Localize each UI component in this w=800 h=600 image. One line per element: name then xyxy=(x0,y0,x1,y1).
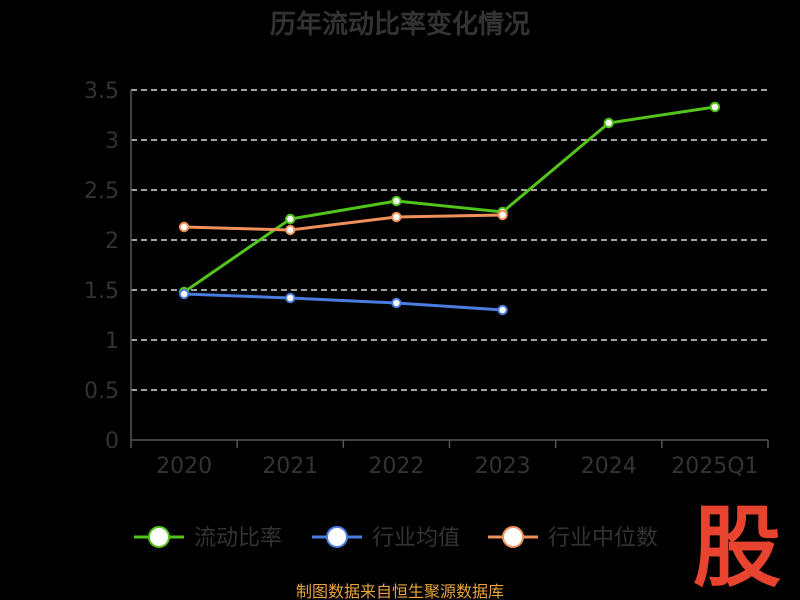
data-point[interactable] xyxy=(178,221,190,233)
x-tick-label: 2022 xyxy=(368,454,424,479)
data-point[interactable] xyxy=(391,195,402,207)
x-axis: 2020 2021 2022 2023 2024 2025Q1 xyxy=(130,90,769,479)
series-0 xyxy=(178,101,721,298)
legend-item[interactable]: 流动比率 xyxy=(134,526,282,551)
y-tick-label: 2 xyxy=(105,229,119,254)
data-point[interactable] xyxy=(391,297,402,309)
data-point[interactable] xyxy=(603,117,614,129)
source-note: 制图数据来自恒生聚源数据库 xyxy=(296,582,504,600)
y-tick-label: 0 xyxy=(105,429,119,454)
y-axis-ticks: 0 0.5 1 1.5 2 2.5 3 3.5 xyxy=(84,79,119,454)
series-layer xyxy=(178,101,721,316)
series-1 xyxy=(178,288,508,316)
series-2 xyxy=(178,209,508,236)
x-tick-label: 2023 xyxy=(475,454,531,479)
logo-watermark: 股 xyxy=(693,496,781,599)
y-tick-label: 3 xyxy=(105,129,119,154)
data-point[interactable] xyxy=(285,292,296,304)
y-tick-label: 3.5 xyxy=(84,79,119,104)
x-tick-label: 2024 xyxy=(581,454,637,479)
series-line xyxy=(184,292,503,312)
legend-marker xyxy=(502,526,524,548)
legend-label: 流动比率 xyxy=(194,526,282,551)
data-point[interactable] xyxy=(178,288,190,300)
data-point[interactable] xyxy=(709,101,721,113)
series-line xyxy=(183,105,716,294)
data-point[interactable] xyxy=(285,224,296,236)
legend-label: 行业中位数 xyxy=(548,526,658,551)
grid xyxy=(131,89,768,391)
y-tick-label: 1 xyxy=(105,329,119,354)
legend-item[interactable]: 行业均值 xyxy=(312,526,460,551)
data-point[interactable] xyxy=(497,304,508,316)
legend-label: 行业均值 xyxy=(372,526,460,551)
x-tick-label: 2025Q1 xyxy=(671,454,758,479)
x-tick-label: 2021 xyxy=(262,454,318,479)
y-tick-label: 1.5 xyxy=(84,279,119,304)
legend-marker xyxy=(326,526,348,548)
y-tick-label: 0.5 xyxy=(84,379,119,404)
y-tick-label: 2.5 xyxy=(84,179,119,204)
x-tick-label: 2020 xyxy=(156,454,212,479)
legend-marker xyxy=(148,526,170,548)
legend[interactable]: 流动比率 行业均值 行业中位数 xyxy=(134,526,658,551)
series-line xyxy=(184,213,503,232)
data-point[interactable] xyxy=(497,209,508,221)
data-point[interactable] xyxy=(285,213,296,225)
data-point[interactable] xyxy=(391,211,402,223)
legend-item[interactable]: 行业中位数 xyxy=(488,526,658,551)
chart-title: 历年流动比率变化情况 xyxy=(270,9,530,40)
